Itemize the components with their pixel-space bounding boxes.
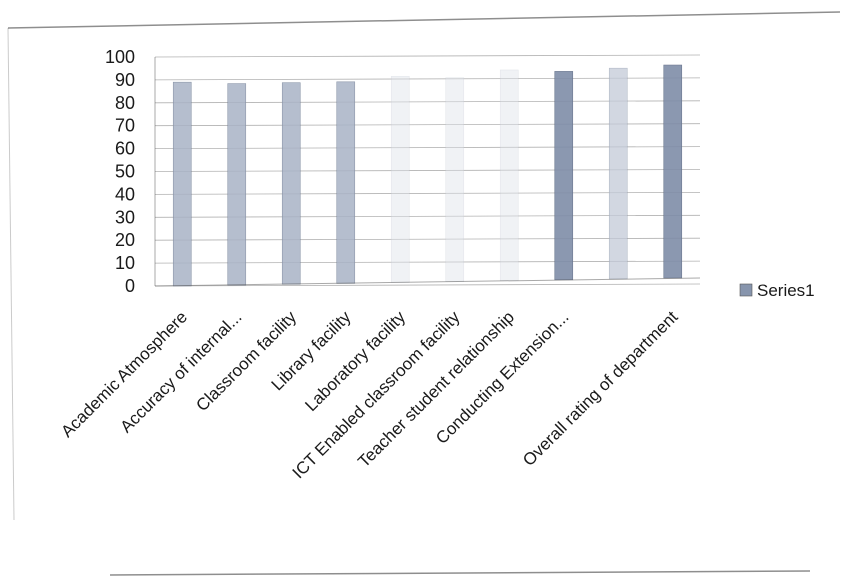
bars xyxy=(172,64,683,287)
bar xyxy=(281,82,301,285)
y-tick-label: 0 xyxy=(125,276,135,296)
legend: Series1 xyxy=(739,281,815,300)
bar xyxy=(227,83,247,286)
y-tick-label: 10 xyxy=(115,253,135,273)
x-category-label: Laboratory facility xyxy=(301,307,409,415)
y-tick-label: 60 xyxy=(115,139,135,159)
page-left-border xyxy=(7,27,15,521)
gridline xyxy=(154,54,701,58)
bar xyxy=(499,69,519,281)
y-tick-label: 100 xyxy=(105,47,135,67)
axes xyxy=(154,57,701,287)
bar xyxy=(336,81,356,284)
x-axis-line xyxy=(154,277,701,287)
bar xyxy=(554,71,574,281)
legend-label: Series1 xyxy=(757,281,815,300)
page-bottom-border xyxy=(109,570,811,576)
y-tick-label: 80 xyxy=(115,93,135,113)
x-category-label: Classroom facility xyxy=(192,307,300,415)
bar xyxy=(445,77,465,282)
legend-swatch xyxy=(739,283,753,297)
y-tick-label: 50 xyxy=(115,162,135,182)
bar xyxy=(172,81,192,287)
gridline xyxy=(154,283,701,287)
y-tick-label: 30 xyxy=(115,207,135,227)
bar xyxy=(663,64,683,279)
y-tick-label: 70 xyxy=(115,116,135,136)
y-tick-label: 20 xyxy=(115,230,135,250)
bar xyxy=(608,67,628,280)
y-tick-label: 40 xyxy=(115,184,135,204)
bar xyxy=(390,76,410,283)
page-top-border xyxy=(7,11,841,29)
y-tick-label: 90 xyxy=(115,70,135,90)
